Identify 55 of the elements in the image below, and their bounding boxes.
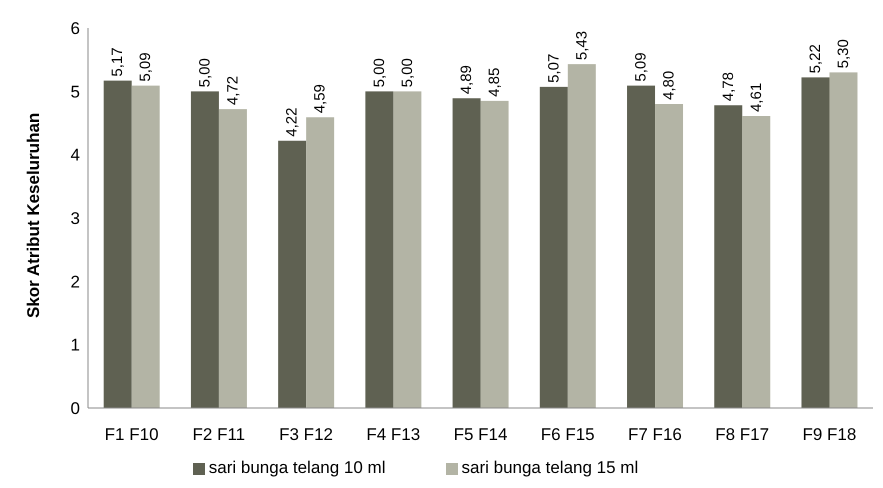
x-tick-label: F5 F14 xyxy=(454,425,508,444)
data-label: 5,00 xyxy=(370,58,388,88)
data-label: 5,00 xyxy=(398,58,416,88)
data-label: 4,85 xyxy=(486,68,504,97)
x-tick-label: F7 F16 xyxy=(628,425,682,444)
bar xyxy=(655,104,684,408)
y-axis-title: Skor Atribut Keseluruhan xyxy=(24,112,44,318)
data-label: 5,43 xyxy=(573,30,590,60)
data-label: 5,30 xyxy=(834,39,852,68)
y-tick-label: 5 xyxy=(70,82,80,102)
y-tick-label: 0 xyxy=(70,399,80,418)
data-label: 4,61 xyxy=(748,82,765,112)
data-label: 4,89 xyxy=(458,65,476,94)
bar xyxy=(480,100,509,408)
data-label: 4,72 xyxy=(224,76,242,106)
x-tick-label: F6 F15 xyxy=(540,425,595,444)
bar xyxy=(132,86,160,408)
data-label: 5,22 xyxy=(806,44,824,74)
y-tick-label: 2 xyxy=(70,272,80,292)
bar xyxy=(714,105,742,408)
bar xyxy=(306,117,334,408)
bar xyxy=(452,98,481,408)
data-label: 5,09 xyxy=(137,52,154,82)
x-tick-label: F4 F13 xyxy=(366,425,420,444)
x-tick-label: F9 F18 xyxy=(802,425,856,444)
x-tick-label: F8 F17 xyxy=(715,425,770,444)
data-label: 5,07 xyxy=(545,54,562,83)
bar xyxy=(104,80,132,408)
bar xyxy=(568,64,596,408)
data-label: 4,80 xyxy=(660,70,678,100)
bar xyxy=(742,116,770,408)
data-label: 4,22 xyxy=(284,108,301,137)
data-label: 5,00 xyxy=(196,58,214,88)
y-tick-label: 1 xyxy=(70,336,80,355)
data-label: 5,17 xyxy=(109,47,126,77)
bar xyxy=(278,140,306,408)
bar xyxy=(393,91,422,408)
bar xyxy=(190,91,219,408)
data-label: 4,78 xyxy=(720,72,737,102)
bar xyxy=(218,109,247,408)
y-tick-label: 3 xyxy=(70,209,80,228)
bar xyxy=(540,86,568,408)
legend-label: sari bunga telang 15 ml xyxy=(462,458,638,477)
legend-label: sari bunga telang 10 ml xyxy=(208,458,386,477)
bar xyxy=(365,91,394,408)
bar xyxy=(829,72,858,408)
y-tick-label: 6 xyxy=(70,19,80,38)
data-label: 5,09 xyxy=(632,52,650,82)
x-tick-label: F2 F11 xyxy=(192,425,246,444)
x-tick-label: F3 F12 xyxy=(279,425,333,444)
bar xyxy=(627,86,656,408)
data-label: 4,59 xyxy=(312,84,329,114)
bar xyxy=(801,77,830,408)
y-tick-label: 4 xyxy=(70,146,80,165)
x-tick-label: F1 F10 xyxy=(104,425,159,444)
